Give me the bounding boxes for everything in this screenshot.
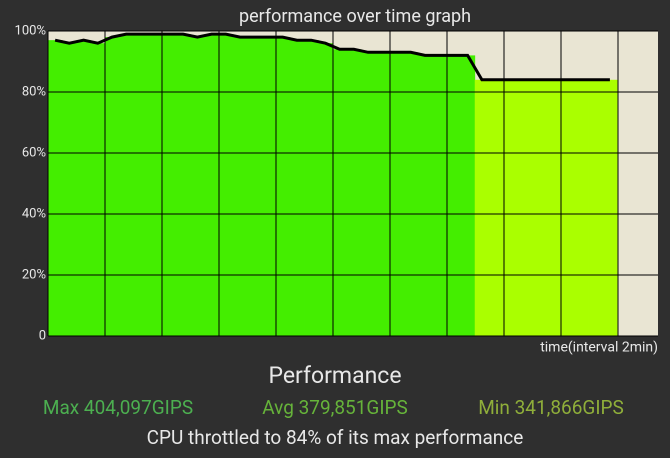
avg-stat: Avg 379,851GIPS [262, 396, 408, 419]
bar [76, 40, 92, 337]
bar [403, 52, 419, 336]
y-tick-label: 0 [39, 328, 46, 343]
x-axis-label: time(interval 2min) [540, 340, 658, 356]
bar [218, 34, 234, 337]
summary-heading: Performance [268, 362, 401, 389]
y-tick-label: 100% [15, 23, 46, 38]
y-tick-label: 40% [22, 206, 46, 221]
bar [602, 79, 618, 337]
bar [62, 43, 77, 336]
bar [247, 37, 262, 336]
throttle-note: CPU throttled to 84% of its max performa… [147, 426, 524, 449]
bar [531, 79, 547, 337]
bar [332, 49, 348, 337]
bar [275, 37, 291, 336]
max-stat: Max 404,097GIPS [43, 396, 193, 419]
bar [389, 52, 405, 336]
bar [360, 52, 376, 336]
bar [289, 40, 305, 337]
bar [460, 55, 476, 337]
bar [90, 43, 106, 336]
bar [190, 37, 205, 336]
bar [133, 34, 148, 337]
bar [346, 49, 362, 337]
bar [161, 34, 177, 337]
bar [48, 40, 63, 337]
bar [488, 79, 504, 337]
bar [560, 79, 575, 337]
bar [318, 43, 333, 336]
bar [375, 52, 390, 336]
min-stat: Min 341,866GIPS [478, 396, 624, 419]
bar [232, 37, 248, 336]
bar [104, 37, 120, 336]
bar [147, 34, 163, 337]
chart-title: performance over time graph [239, 6, 471, 27]
bar [446, 55, 461, 337]
bar [503, 79, 518, 337]
y-tick-label: 80% [22, 84, 46, 99]
bar [304, 40, 319, 337]
y-tick-label: 60% [22, 145, 46, 160]
bar [417, 55, 433, 337]
bar [432, 55, 447, 337]
bar [517, 79, 533, 337]
bar [176, 34, 191, 337]
bar [261, 37, 276, 336]
bar [204, 34, 220, 337]
bar [545, 79, 561, 337]
performance-line [54, 32, 610, 82]
bar [119, 34, 134, 337]
bar [474, 79, 490, 337]
y-tick-label: 20% [22, 267, 46, 282]
bar [574, 79, 589, 337]
bar [588, 79, 604, 337]
